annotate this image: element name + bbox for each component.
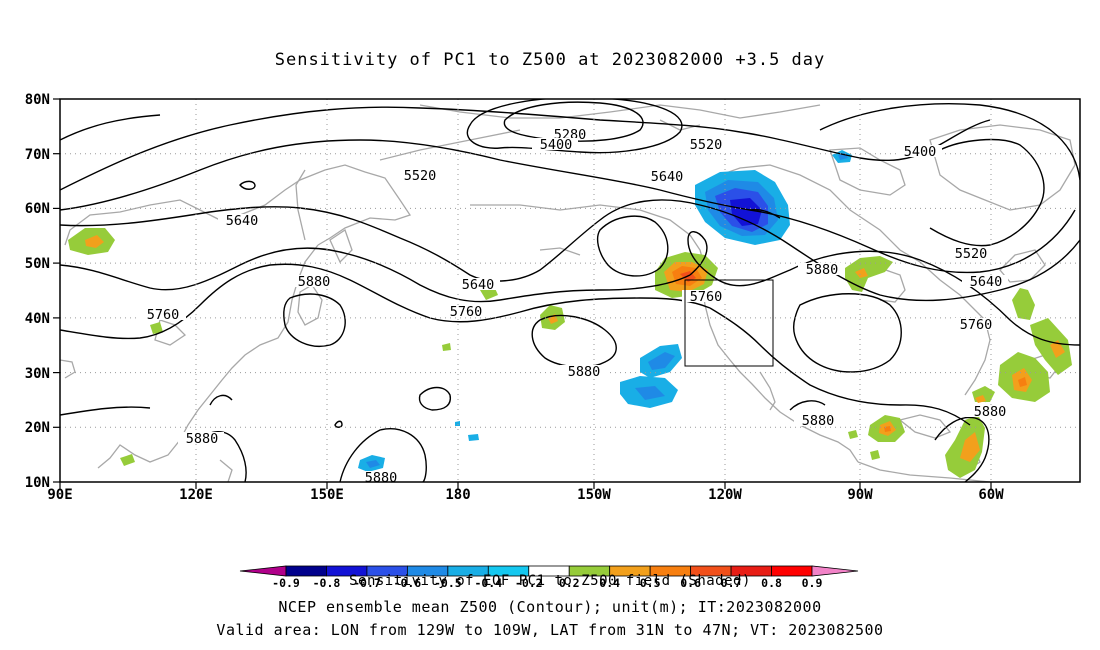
contour-label: 5880 <box>298 274 331 290</box>
contour-label: 5760 <box>690 289 723 305</box>
contour-label: 5640 <box>651 169 684 185</box>
contour-label: 5880 <box>186 431 219 447</box>
lon-labels: 90E 120E 150E 180 150W 120W 90W 60W <box>47 487 1004 503</box>
lon-label: 180 <box>445 487 470 503</box>
colorbar-tick-label: 0.9 <box>802 576 823 590</box>
contour-label: 5520 <box>404 168 437 184</box>
colorbar-tick-label: -0.8 <box>313 576 341 590</box>
lat-label: 50N <box>25 256 50 272</box>
lon-label: 90W <box>847 487 873 503</box>
lon-label: 120E <box>179 487 213 503</box>
contour-label: 5640 <box>226 213 259 229</box>
colorbar-tick-label: -0.6 <box>394 576 422 590</box>
colorbar-tick-label: 0.7 <box>721 576 742 590</box>
contour-label: 5880 <box>365 470 398 486</box>
colorbar-tick-label: -0.9 <box>272 576 300 590</box>
lon-ticks <box>59 482 992 489</box>
contour-label: 5760 <box>450 304 483 320</box>
colorbar-tick-label: 0.4 <box>599 576 620 590</box>
contour-label: 5400 <box>540 137 573 153</box>
lat-label: 80N <box>25 92 50 108</box>
lat-ticks <box>53 98 60 483</box>
colorbar-tick-label: 0.5 <box>640 576 661 590</box>
contour-label: 5880 <box>974 404 1007 420</box>
valid-area-box <box>684 279 774 367</box>
contour-label: 5640 <box>970 274 1003 290</box>
lat-label: 60N <box>25 201 50 217</box>
map-frame <box>59 98 1081 483</box>
colorbar-tick-label: 0.6 <box>680 576 701 590</box>
colorbar-tick-label: -0.4 <box>474 576 502 590</box>
lon-label: 150W <box>577 487 611 503</box>
lat-label: 20N <box>25 420 50 436</box>
contour-label: 5520 <box>690 137 723 153</box>
contour-label: 5880 <box>568 364 601 380</box>
chart-title: Sensitivity of PC1 to Z500 at 2023082000… <box>274 50 826 70</box>
lon-label: 90E <box>47 487 72 503</box>
contour-label: 5520 <box>955 246 988 262</box>
lat-label: 30N <box>25 366 50 382</box>
lat-label: 10N <box>25 475 50 491</box>
lon-label: 150E <box>310 487 344 503</box>
contour-label: 5760 <box>147 307 180 323</box>
lat-labels: 80N 70N 60N 50N 40N 30N 20N 10N <box>25 92 50 491</box>
lon-label: 120W <box>708 487 742 503</box>
contour-label: 5880 <box>806 262 839 278</box>
lon-label: 60W <box>978 487 1004 503</box>
colorbar-tick-label: -0.7 <box>353 576 381 590</box>
lat-label: 70N <box>25 147 50 163</box>
colorbar-tick-label: -0.2 <box>515 576 543 590</box>
colorbar-segment <box>811 565 859 577</box>
colorbar-tick-label: 0.8 <box>761 576 782 590</box>
colorbar: -0.9 -0.8 -0.7 -0.6 -0.5 -0.4 -0.2 0.2 0.4 0.5 0.6… <box>239 565 859 590</box>
contour-label: 5400 <box>904 144 937 160</box>
colorbar-tick-label: -0.5 <box>434 576 462 590</box>
caption-shading: Sensitivity of EOF PC1 to Z500 field (Sh… <box>349 573 751 589</box>
contour-label: 5640 <box>462 277 495 293</box>
contour-label-group: 5280 5400 5400 5520 5520 5520 5640 5640 … <box>140 127 1012 486</box>
caption-valid-area: Valid area: LON from 129W to 109W, LAT f… <box>216 621 884 639</box>
lat-label: 40N <box>25 311 50 327</box>
caption-contour: NCEP ensemble mean Z500 (Contour); unit(… <box>278 598 822 616</box>
z500-contours <box>60 99 1080 482</box>
contour-label: 5880 <box>802 413 835 429</box>
contour-label: 5760 <box>960 317 993 333</box>
colorbar-tick-label: 0.2 <box>559 576 580 590</box>
sensitivity-shading <box>68 150 1072 478</box>
